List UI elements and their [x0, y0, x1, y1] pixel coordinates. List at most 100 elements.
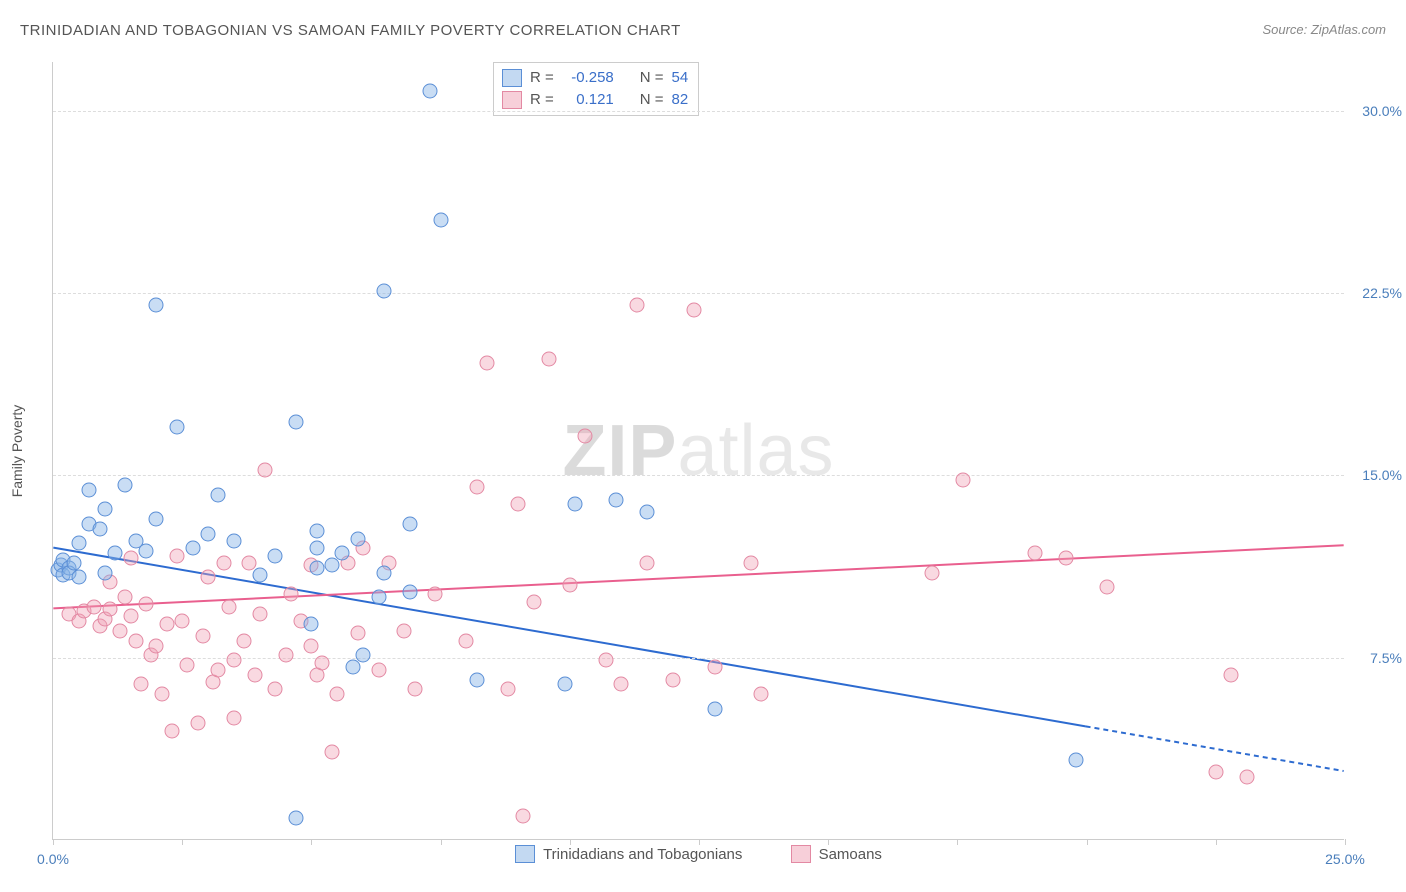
point-pink	[149, 638, 164, 653]
legend-row-pink: R = 0.121 N = 82	[502, 89, 688, 111]
point-blue	[211, 487, 226, 502]
legend-item-pink: Samoans	[791, 845, 882, 863]
y-tick-label: 22.5%	[1362, 285, 1402, 301]
point-pink	[257, 463, 272, 478]
point-blue	[335, 546, 350, 561]
point-blue	[149, 512, 164, 527]
series-legend: Trinidadians and Tobagonians Samoans	[53, 845, 1344, 867]
gridline	[53, 475, 1344, 476]
x-tick-label: 0.0%	[37, 851, 69, 867]
point-pink	[226, 653, 241, 668]
point-pink	[190, 716, 205, 731]
point-pink	[511, 497, 526, 512]
point-pink	[459, 633, 474, 648]
point-pink	[102, 602, 117, 617]
point-pink	[1224, 667, 1239, 682]
point-blue	[170, 419, 185, 434]
point-pink	[118, 589, 133, 604]
point-blue	[433, 213, 448, 228]
point-blue	[707, 701, 722, 716]
point-blue	[304, 616, 319, 631]
point-blue	[139, 543, 154, 558]
point-pink	[123, 609, 138, 624]
point-pink	[123, 550, 138, 565]
point-blue	[71, 536, 86, 551]
point-pink	[686, 302, 701, 317]
point-pink	[221, 599, 236, 614]
point-blue	[640, 504, 655, 519]
point-pink	[924, 565, 939, 580]
y-tick-label: 15.0%	[1362, 467, 1402, 483]
x-tick	[311, 839, 312, 845]
point-pink	[201, 570, 216, 585]
point-blue	[71, 570, 86, 585]
point-pink	[170, 548, 185, 563]
point-blue	[402, 585, 417, 600]
point-pink	[469, 480, 484, 495]
y-tick-label: 7.5%	[1370, 650, 1402, 666]
y-axis-label: Family Poverty	[9, 404, 25, 497]
x-tick-label: 25.0%	[1325, 851, 1365, 867]
point-blue	[376, 565, 391, 580]
point-pink	[407, 682, 422, 697]
point-blue	[201, 526, 216, 541]
point-pink	[614, 677, 629, 692]
x-tick	[441, 839, 442, 845]
x-tick	[53, 839, 54, 845]
y-tick-label: 30.0%	[1362, 103, 1402, 119]
point-pink	[666, 672, 681, 687]
source-attribution: Source: ZipAtlas.com	[1262, 22, 1386, 37]
point-blue	[252, 567, 267, 582]
legend-row-blue: R = -0.258 N = 54	[502, 67, 688, 89]
point-pink	[1027, 546, 1042, 561]
point-pink	[128, 633, 143, 648]
x-tick	[1345, 839, 1346, 845]
point-blue	[309, 524, 324, 539]
point-blue	[97, 565, 112, 580]
point-blue	[108, 546, 123, 561]
point-pink	[578, 429, 593, 444]
point-pink	[562, 577, 577, 592]
point-pink	[542, 351, 557, 366]
point-blue	[97, 502, 112, 517]
point-pink	[1208, 764, 1223, 779]
point-blue	[185, 541, 200, 556]
point-blue	[609, 492, 624, 507]
legend-swatch-blue-icon	[515, 845, 535, 863]
point-pink	[247, 667, 262, 682]
point-blue	[557, 677, 572, 692]
gridline	[53, 111, 1344, 112]
point-pink	[211, 662, 226, 677]
point-pink	[1058, 550, 1073, 565]
point-blue	[402, 516, 417, 531]
x-tick	[828, 839, 829, 845]
point-blue	[288, 811, 303, 826]
point-pink	[350, 626, 365, 641]
point-blue	[66, 555, 81, 570]
point-blue	[288, 414, 303, 429]
point-blue	[118, 478, 133, 493]
point-pink	[154, 687, 169, 702]
point-blue	[325, 558, 340, 573]
point-pink	[640, 555, 655, 570]
point-pink	[325, 745, 340, 760]
point-pink	[268, 682, 283, 697]
x-tick	[182, 839, 183, 845]
x-tick	[699, 839, 700, 845]
point-pink	[314, 655, 329, 670]
point-pink	[516, 808, 531, 823]
point-pink	[216, 555, 231, 570]
point-blue	[376, 283, 391, 298]
point-pink	[1100, 580, 1115, 595]
point-pink	[500, 682, 515, 697]
point-pink	[598, 653, 613, 668]
point-pink	[480, 356, 495, 371]
point-pink	[629, 298, 644, 313]
point-pink	[164, 723, 179, 738]
point-pink	[252, 606, 267, 621]
trend-lines	[53, 62, 1344, 839]
point-pink	[113, 623, 128, 638]
point-pink	[278, 648, 293, 663]
point-blue	[469, 672, 484, 687]
point-pink	[133, 677, 148, 692]
